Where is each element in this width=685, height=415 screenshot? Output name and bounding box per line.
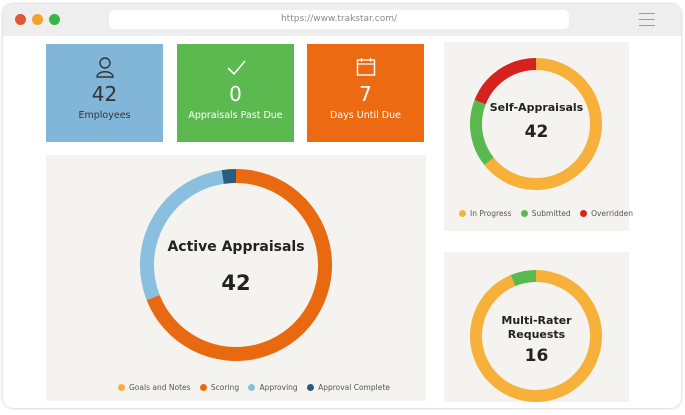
self-appraisals-donut[interactable] bbox=[444, 42, 629, 231]
past-due-tile[interactable]: 0 Appraisals Past Due bbox=[177, 44, 294, 142]
maximize-window-icon[interactable] bbox=[49, 14, 60, 25]
menu-icon[interactable] bbox=[639, 13, 655, 31]
days-until-due-count: 7 bbox=[359, 82, 372, 106]
donut-segment[interactable] bbox=[140, 170, 224, 301]
self-appraisals-total: 42 bbox=[524, 122, 549, 142]
legend-item: Approval Complete bbox=[307, 383, 390, 392]
legend-item: Approving bbox=[248, 383, 298, 392]
checkmark-icon bbox=[177, 57, 294, 79]
calendar-icon bbox=[307, 57, 424, 79]
legend-item: Submitted bbox=[520, 209, 571, 218]
legend-item: In Progress bbox=[459, 209, 511, 218]
active-appraisals-legend: Goals and Notes Scoring Approving Approv… bbox=[118, 383, 397, 392]
legend-item: Overridden bbox=[580, 209, 633, 218]
active-appraisals-panel: Active Appraisals 42 Goals and Notes Sco… bbox=[46, 155, 426, 401]
past-due-count: 0 bbox=[229, 82, 242, 106]
active-appraisals-total: 42 bbox=[221, 271, 251, 295]
active-appraisals-title: Active Appraisals bbox=[167, 239, 305, 255]
multi-rater-donut[interactable] bbox=[444, 252, 629, 402]
donut-segment[interactable] bbox=[470, 99, 494, 166]
user-icon bbox=[46, 57, 163, 79]
minimize-window-icon[interactable] bbox=[32, 14, 43, 25]
close-window-icon[interactable] bbox=[15, 14, 26, 25]
days-until-due-label: Days Until Due bbox=[330, 110, 401, 121]
legend-item: Scoring bbox=[199, 383, 239, 392]
self-appraisals-panel: Self-Appraisals 42 In Progress Submitted… bbox=[444, 42, 633, 231]
employees-label: Employees bbox=[78, 110, 131, 121]
browser-titlebar: https://www.trakstar.com/ bbox=[3, 4, 681, 36]
employees-tile[interactable]: 42 Employees bbox=[46, 44, 163, 142]
donut-segment[interactable] bbox=[470, 270, 602, 402]
donut-segment[interactable] bbox=[510, 270, 537, 287]
multi-rater-panel: Multi-Rater Requests 16 bbox=[444, 252, 629, 402]
donut-segment[interactable] bbox=[221, 169, 237, 184]
past-due-label: Appraisals Past Due bbox=[188, 110, 283, 121]
multi-rater-total: 16 bbox=[524, 346, 549, 366]
donut-segment[interactable] bbox=[484, 58, 602, 190]
self-appraisals-title: Self-Appraisals bbox=[489, 101, 584, 114]
self-appraisals-legend: In Progress Submitted Overridden bbox=[459, 209, 640, 218]
employees-count: 42 bbox=[91, 82, 118, 106]
multi-rater-title: Multi-Rater Requests bbox=[501, 314, 572, 341]
browser-window: https://www.trakstar.com/ 42 Employees 0… bbox=[3, 4, 681, 408]
days-until-due-tile[interactable]: 7 Days Until Due bbox=[307, 44, 424, 142]
donut-segment[interactable] bbox=[474, 58, 537, 105]
donut-segment[interactable] bbox=[146, 169, 332, 361]
legend-item: Goals and Notes bbox=[118, 383, 191, 392]
address-bar[interactable]: https://www.trakstar.com/ bbox=[109, 10, 569, 29]
active-appraisals-donut[interactable] bbox=[46, 155, 426, 401]
